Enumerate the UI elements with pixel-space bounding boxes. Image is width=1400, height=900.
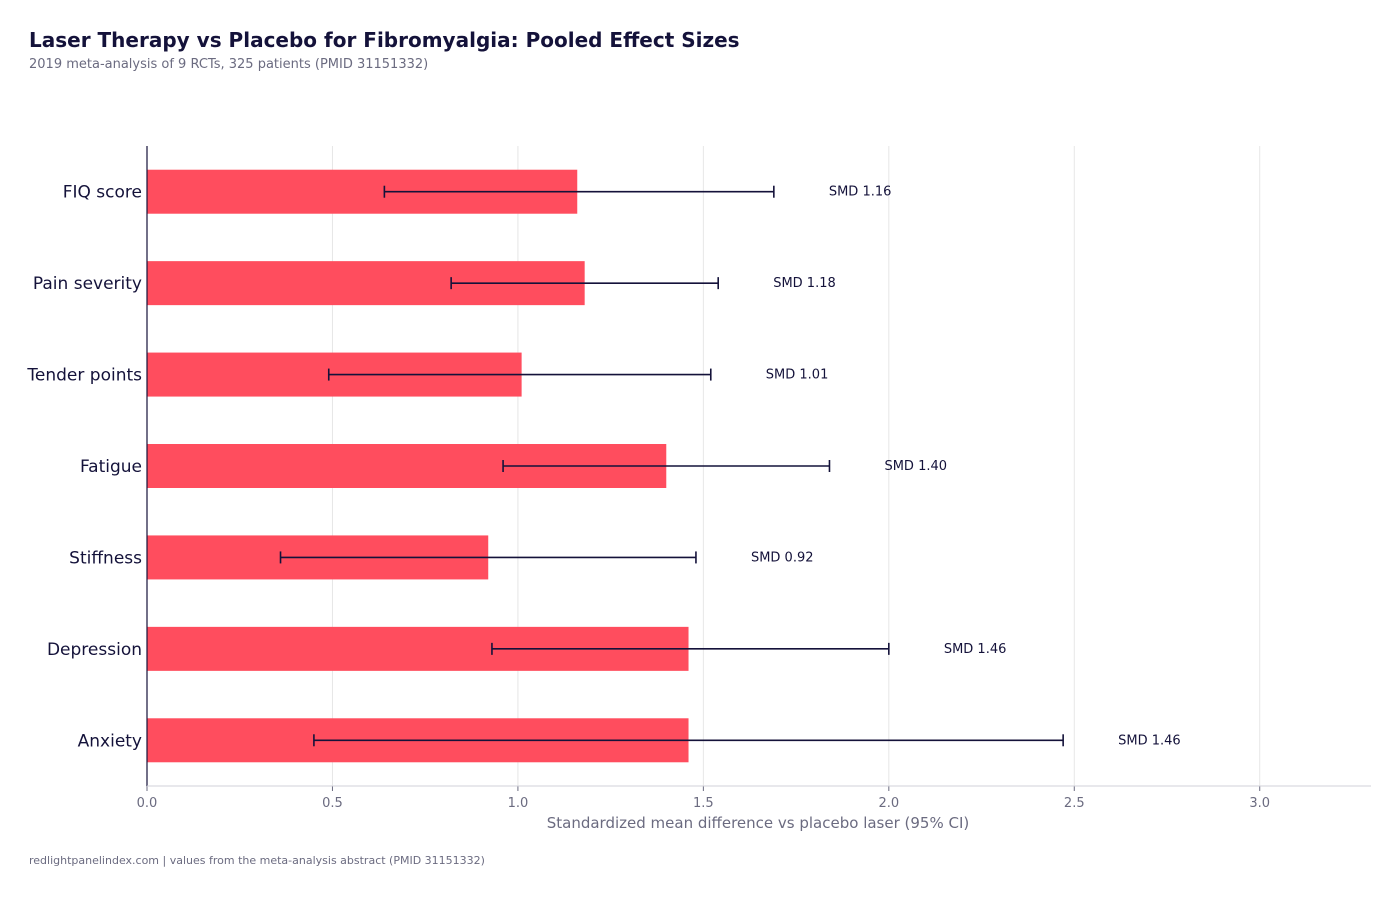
x-tick-label: 3.0 bbox=[1249, 796, 1270, 811]
category-label: Stiffness bbox=[69, 548, 142, 568]
data-label: SMD 1.40 bbox=[884, 459, 947, 474]
x-tick-label: 0.5 bbox=[322, 796, 343, 811]
category-label: Tender points bbox=[26, 366, 142, 386]
data-label: SMD 0.92 bbox=[751, 550, 814, 565]
x-tick-label: 2.5 bbox=[1064, 796, 1085, 811]
category-label: Anxiety bbox=[78, 731, 142, 751]
error-bars bbox=[279, 185, 1064, 747]
category-label: FIQ score bbox=[63, 183, 142, 203]
bars bbox=[147, 169, 689, 763]
data-label: SMD 1.18 bbox=[773, 276, 836, 291]
data-label: SMD 1.16 bbox=[829, 185, 892, 200]
chart-title: Laser Therapy vs Placebo for Fibromyalgi… bbox=[29, 28, 740, 52]
x-tick-label: 1.5 bbox=[693, 796, 714, 811]
source-note: redlightpanelindex.com | values from the… bbox=[29, 854, 485, 867]
data-label: SMD 1.46 bbox=[944, 642, 1007, 657]
chart-subtitle: 2019 meta-analysis of 9 RCTs, 325 patien… bbox=[29, 57, 429, 72]
x-tick-label: 0.0 bbox=[137, 796, 158, 811]
category-label: Pain severity bbox=[33, 274, 142, 294]
category-label: Depression bbox=[47, 640, 142, 660]
data-label: SMD 1.01 bbox=[766, 368, 829, 383]
axes: 0.0 0.5 1.0 1.5 2.0 2.5 3.0 bbox=[137, 146, 1371, 811]
x-tick-label: 1.0 bbox=[508, 796, 529, 811]
labels: FIQ score SMD 1.16 Pain severity SMD 1.18 Te… bbox=[26, 183, 1180, 752]
x-axis-title: Standardized mean difference vs placebo … bbox=[547, 814, 970, 832]
category-label: Fatigue bbox=[80, 457, 142, 477]
data-label: SMD 1.46 bbox=[1118, 733, 1181, 748]
x-tick-label: 2.0 bbox=[878, 796, 899, 811]
